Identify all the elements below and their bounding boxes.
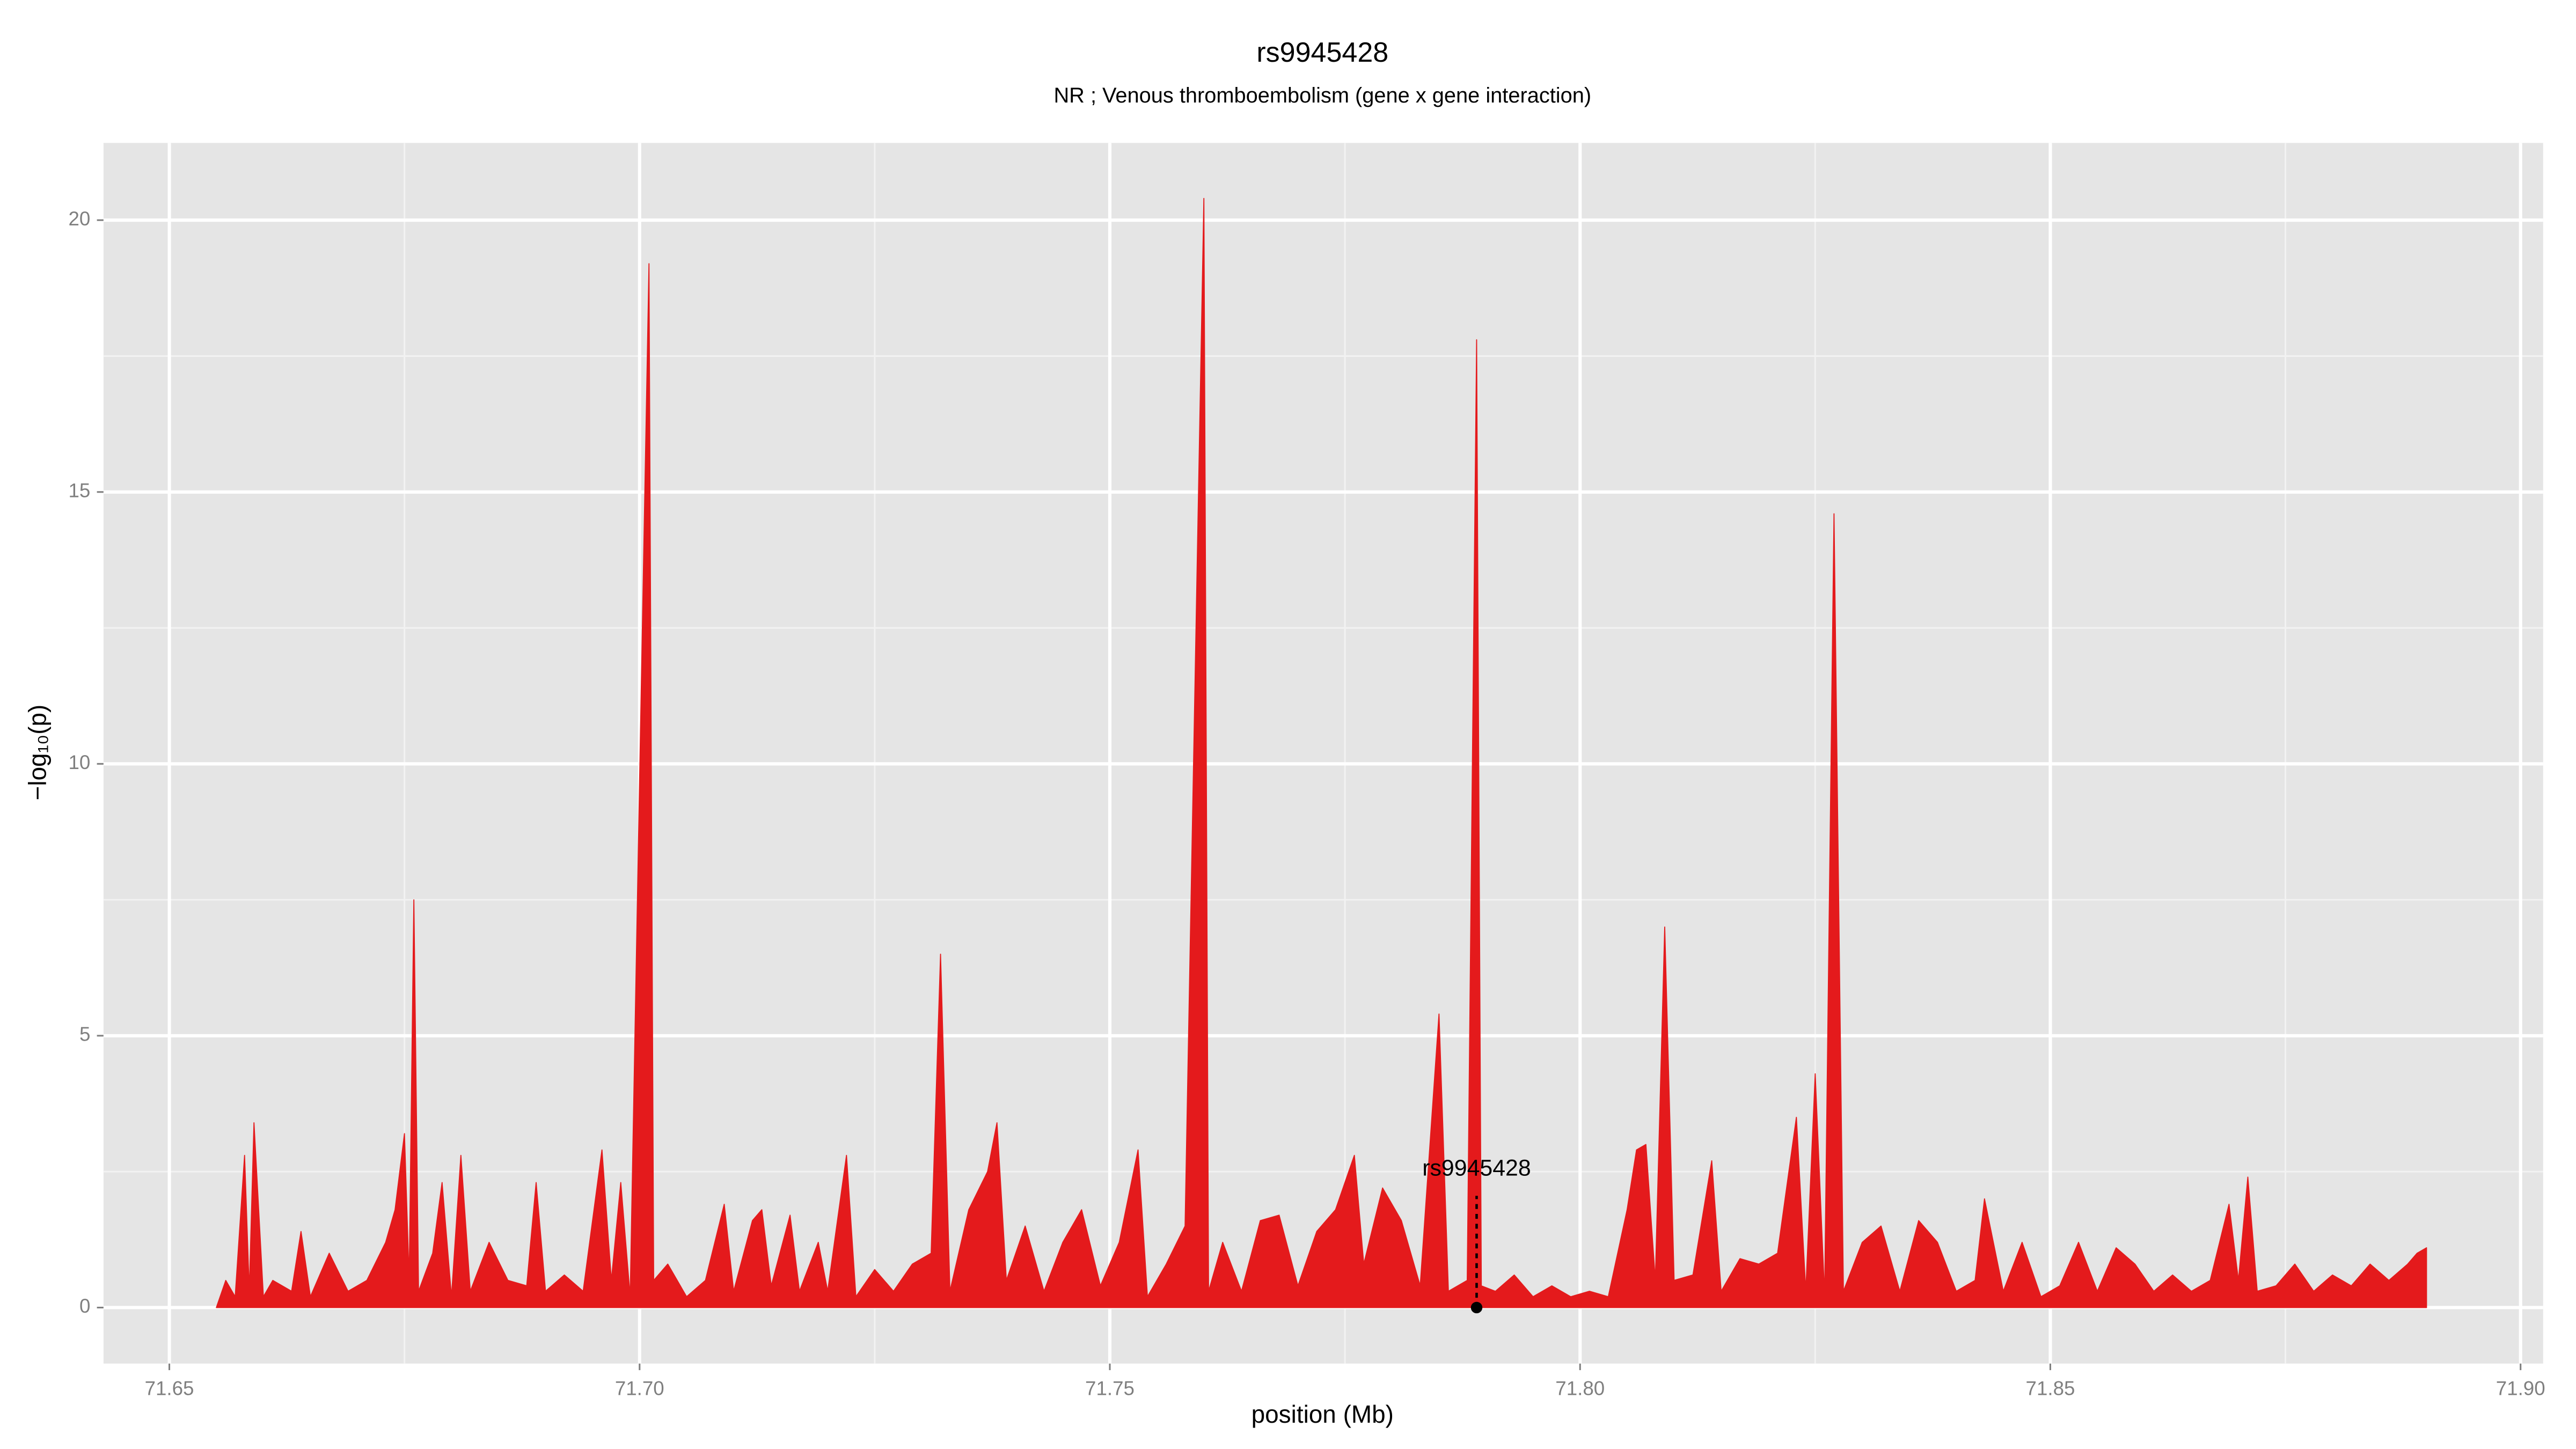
area: [216, 197, 2427, 1308]
x-tick-label: 71.75: [1085, 1377, 1135, 1399]
x-axis-title: position (Mb): [1252, 1400, 1394, 1428]
y-tick-label: 0: [79, 1295, 90, 1317]
y-tick-label: 15: [69, 479, 91, 501]
highlight-point: [1470, 1301, 1483, 1314]
chart-title: rs9945428: [1256, 37, 1388, 68]
chart-subtitle: NR ; Venous thromboembolism (gene x gene…: [1053, 84, 1591, 107]
highlight-label: rs9945428: [1422, 1155, 1531, 1181]
x-tick-label: 71.90: [2496, 1377, 2545, 1399]
y-tick-label: 20: [69, 208, 91, 230]
y-axis-title: −log₁₀(p): [24, 705, 52, 801]
plot-panel: [103, 143, 2543, 1364]
x-tick-label: 71.65: [145, 1377, 194, 1399]
x-tick-label: 71.80: [1555, 1377, 1605, 1399]
x-tick-label: 71.85: [2026, 1377, 2075, 1399]
y-tick-label: 5: [79, 1023, 90, 1045]
x-tick-label: 71.70: [615, 1377, 664, 1399]
y-tick-label: 10: [69, 751, 91, 773]
marks: rs9945428: [216, 197, 2427, 1314]
